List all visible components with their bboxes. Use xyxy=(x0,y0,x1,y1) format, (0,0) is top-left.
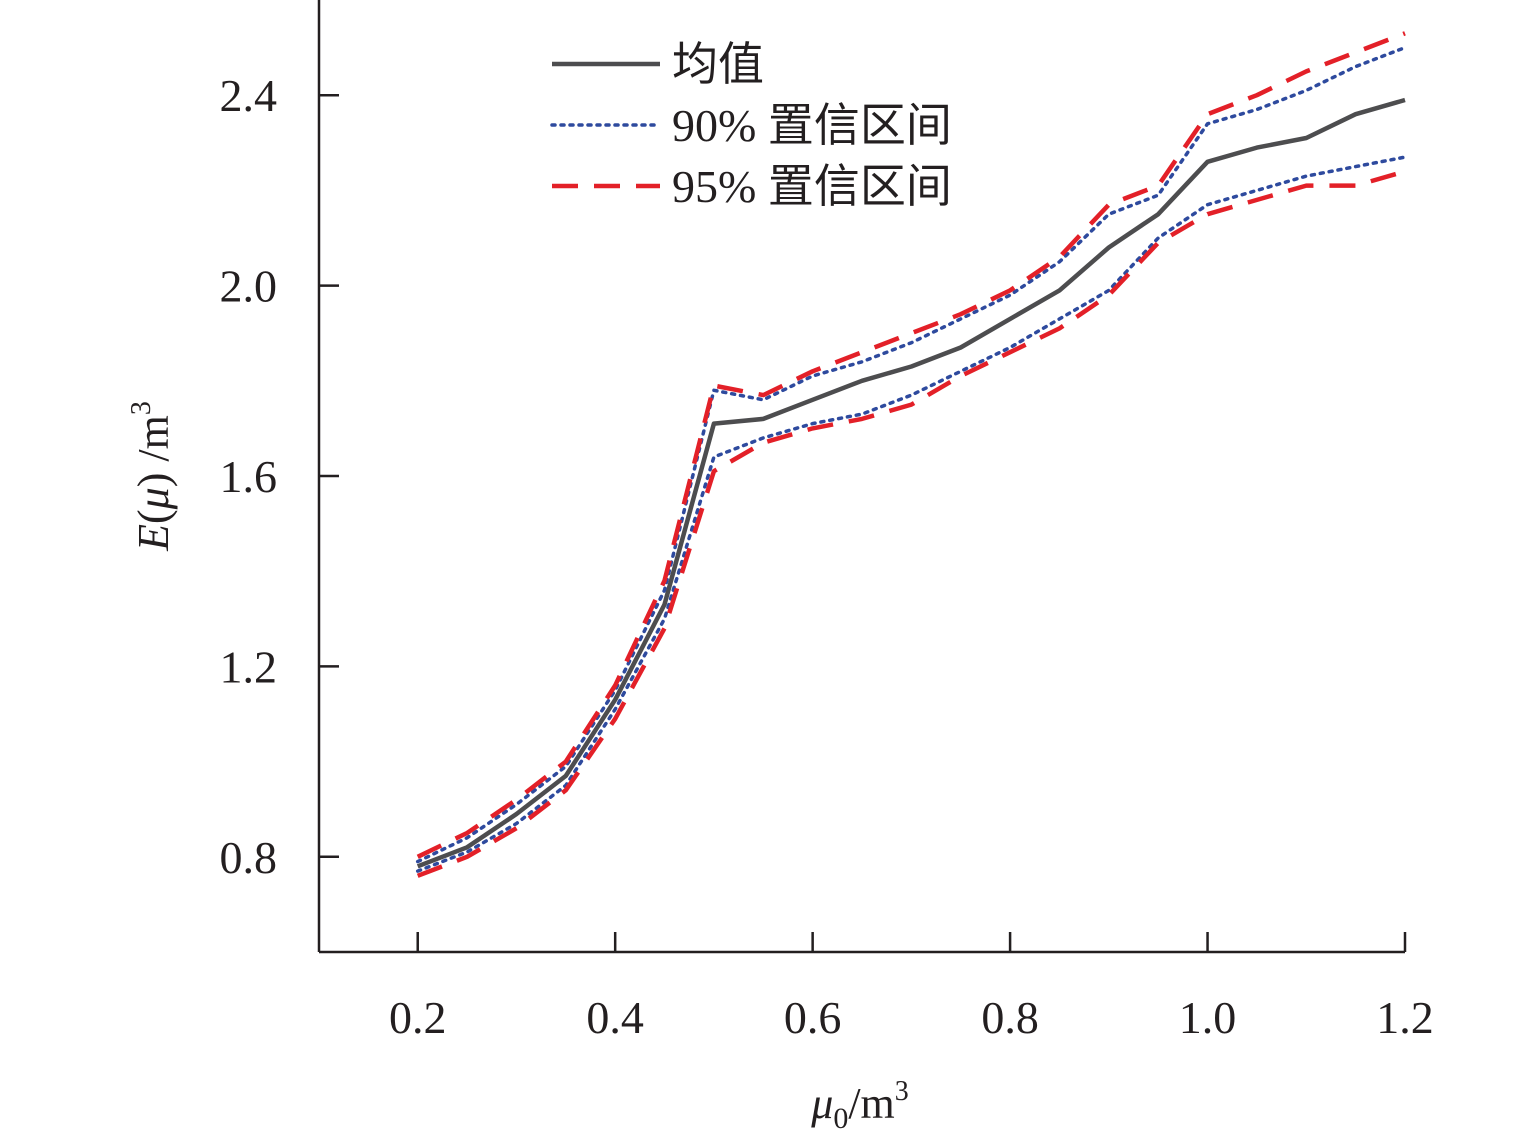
series-line-dotted-bound-2 xyxy=(415,155,1407,873)
y-tick-label: 2.4 xyxy=(220,70,278,121)
series-line-dashed-3 xyxy=(416,31,1406,859)
legend-label-dotted: 90% 置信区间 xyxy=(672,100,952,151)
x-tick-label: 0.6 xyxy=(784,992,842,1043)
x-tick-label: 1.0 xyxy=(1179,992,1237,1043)
x-tick-label: 0.2 xyxy=(389,992,447,1043)
y-tick-label: 1.6 xyxy=(220,451,278,502)
series-line-solid-0 xyxy=(416,97,1406,869)
series-line-dashed-bound-4 xyxy=(416,169,1406,878)
series-line-dotted-1 xyxy=(415,45,1407,864)
legend-label-dashed: 95% 置信区间 xyxy=(672,161,952,212)
series-layer xyxy=(415,31,1407,878)
y-tick-label: 2.0 xyxy=(220,261,278,312)
y-tick-label: 0.8 xyxy=(220,832,278,883)
x-axis-title: μ0/m3 xyxy=(810,1076,909,1135)
x-tick-label: 0.8 xyxy=(981,992,1039,1043)
y-axis-title: E(μ) /m3 xyxy=(126,401,178,552)
ticks: 0.2 0.4 0.6 0.8 1.0 1.2 0.8 1.2 1.6 2.0 2.4 xyxy=(220,70,1434,1043)
x-tick-label: 0.4 xyxy=(586,992,644,1043)
y-tick-label: 1.2 xyxy=(220,641,278,692)
legend-label-solid: 均值 xyxy=(672,39,764,90)
legend: 均值 90% 置信区间 95% 置信区间 xyxy=(550,39,952,212)
x-tick-label: 1.2 xyxy=(1376,992,1434,1043)
